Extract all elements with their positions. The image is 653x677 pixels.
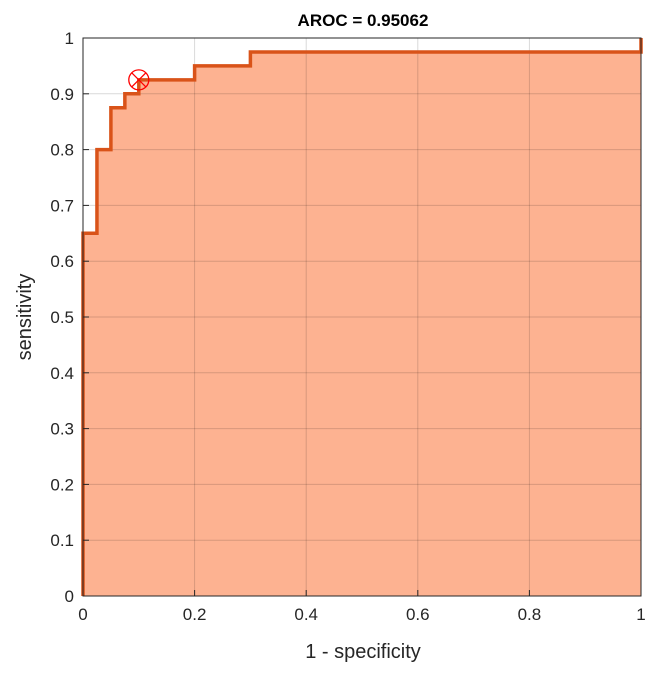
x-axis-label: 1 - specificity: [305, 641, 421, 663]
y-tick-label: 0: [65, 587, 74, 606]
x-tick-label: 0: [78, 605, 87, 624]
y-tick-label: 0.2: [50, 475, 74, 494]
x-tick-label: 0.2: [183, 605, 207, 624]
y-axis-ticks: 0 0.1 0.2 0.3 0.4 0.5 0.6 0.7 0.8 0.9 1: [50, 29, 89, 606]
y-tick-label: 0.8: [50, 141, 74, 160]
y-tick-label: 0.3: [50, 420, 74, 439]
plot-area: [81, 37, 643, 597]
x-axis-ticks: 0 0.2 0.4 0.6 0.8 1: [78, 590, 646, 624]
y-tick-label: 0.1: [50, 531, 74, 550]
y-axis-label: sensitivity: [14, 274, 36, 361]
operating-point-cross: [131, 72, 147, 88]
y-tick-label: 0.9: [50, 85, 74, 104]
roc-area-fill: [83, 38, 641, 596]
operating-point-marker: [128, 69, 150, 91]
x-tick-label: 1: [636, 605, 645, 624]
y-tick-label: 0.4: [50, 364, 74, 383]
y-tick-label: 0.5: [50, 308, 74, 327]
operating-point-circle: [128, 69, 150, 91]
x-tick-label: 0.4: [294, 605, 318, 624]
y-tick-label: 1: [65, 29, 74, 48]
y-tick-label: 0.7: [50, 196, 74, 215]
x-tick-label: 0.6: [406, 605, 430, 624]
y-tick-label: 0.6: [50, 252, 74, 271]
roc-curve-line: [81, 38, 643, 596]
chart-title: AROC = 0.95062: [298, 11, 429, 30]
x-tick-label: 0.8: [518, 605, 542, 624]
